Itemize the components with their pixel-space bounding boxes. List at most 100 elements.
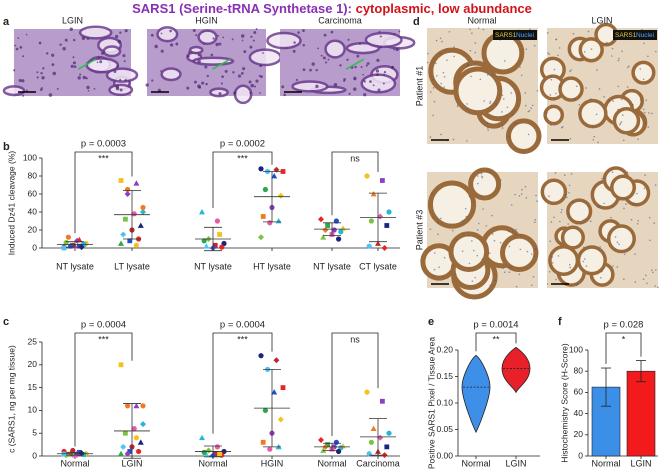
crypt (558, 76, 584, 102)
nucleus (119, 88, 123, 92)
nucleus (378, 30, 381, 33)
nucleus (315, 68, 318, 72)
nucleus (123, 60, 126, 63)
nucleus (507, 230, 510, 233)
nucleus (73, 65, 77, 68)
nucleus (40, 71, 43, 75)
nucleus (525, 197, 528, 199)
nucleus (536, 200, 538, 202)
data-point (133, 402, 140, 409)
nucleus (601, 177, 603, 180)
x-tick-label: LGIN (505, 458, 526, 468)
nucleus (445, 48, 447, 51)
legend-entry: Nuclei (636, 32, 654, 39)
region-marker (77, 58, 97, 70)
nucleus (205, 82, 208, 86)
nucleus (376, 73, 379, 77)
nucleus (555, 92, 557, 95)
nucleus (519, 66, 521, 68)
nucleus (346, 58, 349, 61)
y-tick-label: 0.15 (436, 371, 453, 381)
nucleus (561, 126, 564, 128)
nucleus (160, 70, 162, 72)
nucleus (212, 37, 215, 40)
nucleus (525, 48, 528, 50)
significance-stars: ns (350, 153, 360, 163)
tissue (266, 31, 302, 50)
nucleus (547, 52, 549, 54)
nucleus (14, 44, 17, 47)
nucleus (311, 62, 315, 66)
nucleus (617, 59, 620, 62)
nucleus (379, 35, 382, 38)
data-point (325, 442, 330, 447)
nucleus (642, 108, 645, 111)
panel-letter: a (3, 16, 10, 28)
nucleus (587, 30, 590, 33)
nucleus (249, 45, 253, 49)
nucleus (466, 108, 469, 110)
nucleus (572, 32, 575, 35)
nucleus (502, 98, 505, 100)
data-point (375, 240, 381, 246)
crypt (560, 225, 585, 250)
nucleus (348, 92, 351, 95)
nucleus (56, 87, 59, 90)
nucleus (524, 186, 527, 188)
nucleus (624, 197, 627, 200)
nucleus (619, 123, 621, 126)
data-point (260, 439, 266, 445)
nucleus (86, 85, 90, 90)
nucleus (42, 67, 45, 70)
data-point (318, 216, 324, 223)
data-point (380, 398, 385, 404)
nucleus (40, 87, 43, 90)
violin (461, 354, 491, 434)
nucleus (454, 273, 457, 276)
y-axis-label: Induced Dz41 cleavage (%) (6, 151, 16, 256)
data-point (65, 234, 71, 240)
nucleus (655, 50, 657, 53)
nucleus (474, 42, 477, 44)
data-point (214, 444, 220, 450)
nucleus (186, 86, 190, 90)
panel-letter: d (413, 16, 420, 28)
nucleus (122, 54, 126, 58)
nucleus (101, 51, 105, 55)
data-point (125, 403, 131, 409)
nucleus (534, 219, 537, 221)
tissue (160, 67, 182, 82)
data-point (384, 444, 390, 450)
nucleus (467, 63, 469, 66)
nucleus (467, 234, 470, 237)
nucleus (548, 53, 551, 56)
nucleus (343, 78, 346, 81)
p-value: p = 0.0004 (220, 320, 265, 331)
nucleus (569, 266, 572, 269)
nucleus (315, 84, 319, 89)
nucleus (598, 205, 601, 208)
nucleus (17, 37, 20, 39)
data-point (137, 439, 144, 445)
nucleus (154, 44, 158, 49)
nucleus (232, 71, 235, 74)
nucleus (456, 104, 459, 106)
data-point (140, 204, 146, 211)
nucleus (645, 274, 647, 277)
nucleus (231, 38, 234, 41)
nucleus (283, 93, 286, 97)
data-point (205, 447, 212, 454)
data-point (118, 178, 124, 183)
crypt (468, 167, 502, 201)
data-point (120, 443, 127, 450)
nucleus (483, 100, 486, 102)
data-point (271, 173, 278, 179)
nucleus (437, 233, 439, 236)
nucleus (150, 33, 154, 37)
data-point (368, 218, 374, 224)
data-point (140, 209, 146, 215)
nucleus (115, 84, 120, 89)
nucleus (376, 58, 380, 62)
data-point (262, 407, 268, 413)
